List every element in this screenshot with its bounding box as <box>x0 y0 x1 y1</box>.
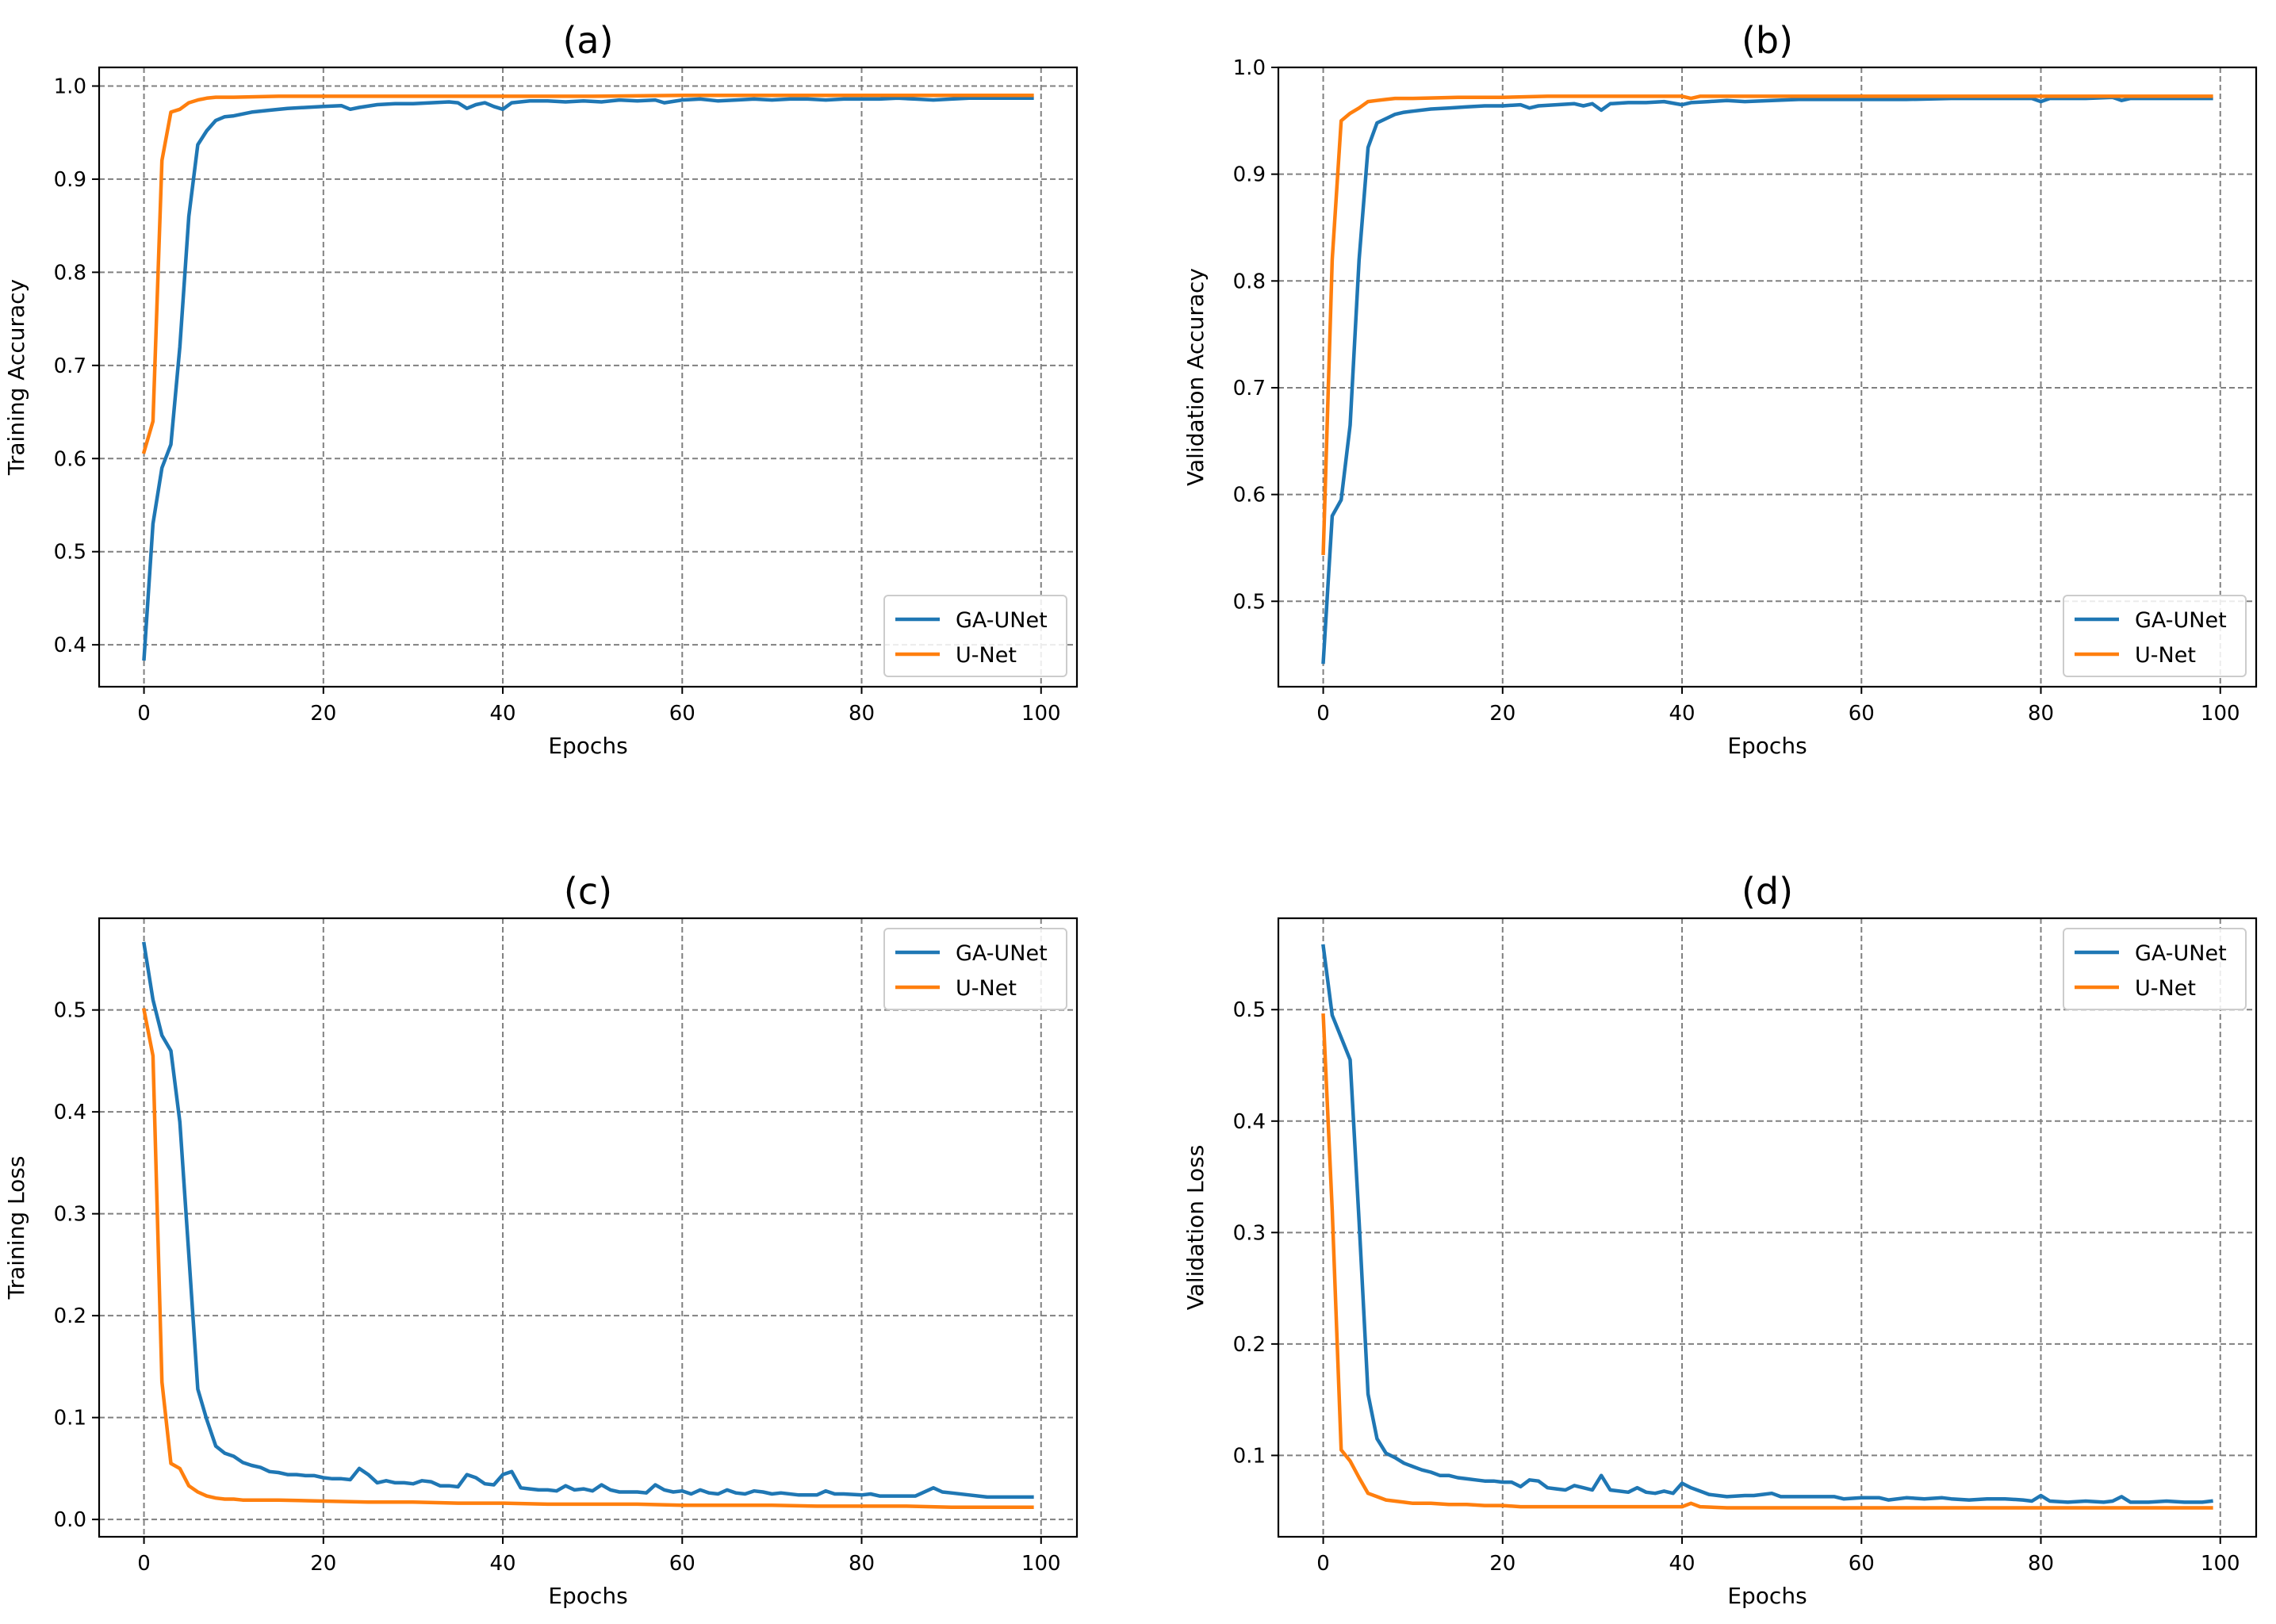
y-tick-label: 0.2 <box>54 1304 86 1328</box>
subplot-c: 0 20 40 60 80 100 0.0 0.1 0.2 0.3 0.4 0.5 (c) Epochs T… <box>3 870 1079 1609</box>
axes-frame <box>98 66 1079 688</box>
series-group <box>1321 94 2213 665</box>
y-tick-label: 0.1 <box>54 1407 86 1431</box>
legend: GA-UNet U-Net <box>2063 928 2247 1010</box>
axes-frame <box>98 917 1079 1538</box>
legend-label: GA-UNet <box>956 608 1048 633</box>
series-line-ga-unet <box>1321 944 2213 1504</box>
subplot-b: 0 20 40 60 80 100 0.5 0.6 0.7 0.8 0.9 1.0 (b) Epochs V… <box>1182 19 2258 759</box>
x-tick-label: 60 <box>1849 1552 1875 1576</box>
x-tick-label: 100 <box>2201 702 2240 726</box>
legend-label: GA-UNet <box>2135 608 2227 633</box>
y-tick-label: 0.0 <box>54 1508 86 1532</box>
x-tick-label: 60 <box>1849 702 1875 726</box>
y-axis-label: Training Loss <box>3 1156 29 1300</box>
legend-label: U-Net <box>956 976 1017 1001</box>
x-tick-label: 100 <box>1021 1552 1061 1576</box>
legend-box <box>883 595 1067 677</box>
subplot-title: (b) <box>1741 19 1793 62</box>
series-line-ga-unet <box>142 96 1034 661</box>
x-tick-label: 40 <box>489 702 515 726</box>
series-line-u-net <box>1321 94 2213 556</box>
x-axis-label: Epochs <box>548 733 627 759</box>
x-tick-label: 20 <box>310 1552 336 1576</box>
y-tick-label: 1.0 <box>54 75 86 98</box>
legend: GA-UNet U-Net <box>883 595 1067 677</box>
y-tick-label: 0.9 <box>54 168 86 192</box>
y-axis-label: Validation Accuracy <box>1182 268 1209 486</box>
series-line-u-net <box>1321 1013 2213 1510</box>
y-tick-label: 0.9 <box>1233 163 1266 187</box>
x-tick-label: 60 <box>669 1552 695 1576</box>
x-tick-label: 20 <box>310 702 336 726</box>
subplot-a: 0 20 40 60 80 100 0.4 0.5 0.6 0.7 0.8 0.9 1.0 (a) Epoc… <box>3 19 1079 759</box>
x-tick-label: 0 <box>137 702 151 726</box>
axes-frame <box>1277 66 2258 688</box>
y-tick-label: 0.4 <box>1233 1110 1266 1134</box>
x-tick-label: 40 <box>1669 702 1695 726</box>
x-tick-label: 0 <box>1316 702 1330 726</box>
y-tick-label: 0.5 <box>54 541 86 565</box>
legend: GA-UNet U-Net <box>2063 595 2247 677</box>
x-tick-label: 20 <box>1489 702 1515 726</box>
x-axis-label: Epochs <box>548 1583 627 1609</box>
y-tick-label: 0.3 <box>1233 1221 1266 1245</box>
series-line-u-net <box>141 93 1034 454</box>
y-tick-label: 0.5 <box>1233 998 1266 1022</box>
x-tick-label: 80 <box>849 702 875 726</box>
legend-box <box>2063 928 2247 1010</box>
legend-label: U-Net <box>2135 643 2196 668</box>
x-tick-label: 40 <box>489 1552 515 1576</box>
axes-frame <box>1277 917 2258 1538</box>
series-group <box>1321 944 2213 1510</box>
legend-box <box>2063 595 2247 677</box>
x-tick-label: 0 <box>1316 1552 1330 1576</box>
x-tick-label: 60 <box>669 702 695 726</box>
y-tick-label: 0.4 <box>54 634 86 657</box>
legend: GA-UNet U-Net <box>883 928 1067 1010</box>
y-tick-label: 0.7 <box>54 354 86 378</box>
y-tick-label: 1.0 <box>1233 56 1266 80</box>
x-tick-label: 0 <box>137 1552 151 1576</box>
x-axis-label: Epochs <box>1727 1583 1807 1609</box>
x-tick-label: 40 <box>1669 1552 1695 1576</box>
series-line-ga-unet <box>1321 95 2213 665</box>
y-tick-label: 0.8 <box>1233 270 1266 293</box>
legend-label: GA-UNet <box>956 941 1048 966</box>
subplot-title: (a) <box>562 19 613 62</box>
legend-label: U-Net <box>2135 976 2196 1001</box>
subplot-title: (d) <box>1741 870 1793 913</box>
legend-label: GA-UNet <box>2135 941 2227 966</box>
y-tick-label: 0.5 <box>54 999 86 1023</box>
y-axis-label: Training Accuracy <box>3 279 29 476</box>
y-tick-label: 0.1 <box>1233 1444 1266 1468</box>
y-tick-label: 0.5 <box>1233 590 1266 614</box>
x-tick-label: 100 <box>1021 702 1061 726</box>
series-line-u-net <box>141 1008 1034 1509</box>
y-axis-label: Validation Loss <box>1182 1145 1209 1311</box>
y-tick-label: 0.3 <box>54 1203 86 1227</box>
series-group <box>141 941 1034 1509</box>
subplot-d: 0 20 40 60 80 100 0.1 0.2 0.3 0.4 0.5 (d) Epochs Vali… <box>1182 870 2258 1609</box>
y-tick-label: 0.4 <box>54 1101 86 1124</box>
y-tick-label: 0.6 <box>54 447 86 471</box>
x-axis-label: Epochs <box>1727 733 1807 759</box>
x-tick-label: 100 <box>2201 1552 2240 1576</box>
x-tick-label: 80 <box>2028 702 2054 726</box>
y-tick-label: 0.2 <box>1233 1333 1266 1357</box>
series-line-ga-unet <box>142 941 1034 1500</box>
y-tick-label: 0.7 <box>1233 377 1266 400</box>
x-tick-label: 20 <box>1489 1552 1515 1576</box>
y-tick-label: 0.6 <box>1233 484 1266 508</box>
y-tick-label: 0.8 <box>54 261 86 285</box>
x-tick-label: 80 <box>849 1552 875 1576</box>
legend-box <box>883 928 1067 1010</box>
subplot-title: (c) <box>564 870 612 913</box>
series-group <box>141 93 1034 661</box>
x-tick-label: 80 <box>2028 1552 2054 1576</box>
legend-label: U-Net <box>956 643 1017 668</box>
